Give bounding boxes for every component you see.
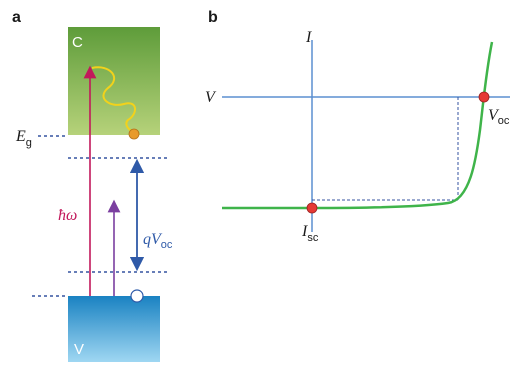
thermalization-wave <box>91 66 136 133</box>
valence-band-label: V <box>74 341 84 358</box>
voltage-axis-label: V <box>205 89 217 106</box>
conduction-band-label: C <box>72 34 83 51</box>
voc-label: Voc <box>488 107 510 127</box>
hole-dot <box>130 289 144 303</box>
isc-marker <box>306 202 318 214</box>
isc-label: Isc <box>301 223 319 244</box>
photon-energy-label: ħω <box>58 207 77 224</box>
electron-dot <box>128 128 140 140</box>
valence-band <box>68 296 160 362</box>
bandgap-label: Eg <box>15 128 32 149</box>
iv-curve <box>222 41 494 210</box>
panel-b-label: b <box>208 9 218 26</box>
panel-a-label: a <box>12 9 21 26</box>
current-axis-label: I <box>305 29 312 46</box>
qvoc-label: qVoc <box>143 231 173 251</box>
voc-marker <box>478 91 490 103</box>
